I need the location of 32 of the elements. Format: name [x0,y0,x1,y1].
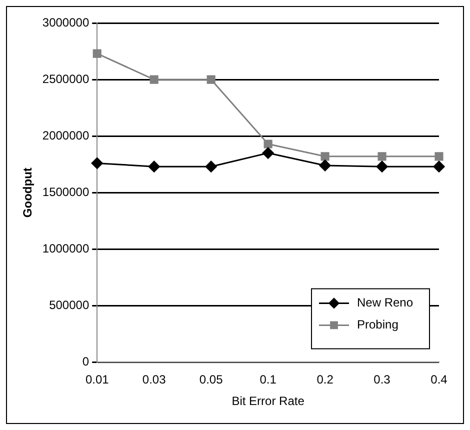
point [206,75,216,84]
point [320,152,330,161]
point [150,75,158,84]
point [262,147,274,159]
point [433,160,445,172]
point [92,49,102,58]
x-tick-label: 0.3 [374,372,391,387]
point [148,160,160,172]
x-tick-label: 0.4 [430,372,448,387]
y-tick-label: 500000 [49,298,90,312]
legend-label: Probing [357,318,398,332]
point [376,160,388,172]
x-tick-label: 0.05 [199,372,224,387]
point [205,160,217,172]
x-tick-label: 0.03 [142,372,166,387]
point [91,157,103,169]
point [378,152,386,161]
legend-label: New Reno [357,296,414,310]
point [319,160,331,172]
point [264,140,272,148]
y-tick-label: 1000000 [42,241,90,256]
y-tick-label: 3000000 [42,15,90,30]
y-axis-title: Goodput [20,168,35,218]
y-tick-label: 1500000 [42,184,90,199]
point [434,152,444,161]
x-axis-title: Bit Error Rate [232,394,305,408]
x-tick-label: 0.2 [316,372,334,387]
x-tick-label: 0.01 [85,372,110,387]
y-tick-label: 2500000 [42,72,90,86]
y-tick-label: 0 [82,354,90,369]
y-tick-label: 2000000 [42,128,90,142]
x-tick-label: 0.1 [260,372,277,387]
